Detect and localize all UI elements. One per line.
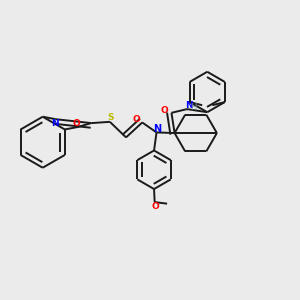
Text: H: H (190, 103, 196, 112)
Text: O: O (73, 119, 80, 128)
Text: S: S (107, 113, 113, 122)
Text: N: N (185, 100, 192, 109)
Text: N: N (153, 124, 161, 134)
Text: O: O (133, 115, 140, 124)
Text: O: O (161, 106, 169, 116)
Text: N: N (51, 119, 59, 128)
Text: O: O (152, 202, 159, 211)
